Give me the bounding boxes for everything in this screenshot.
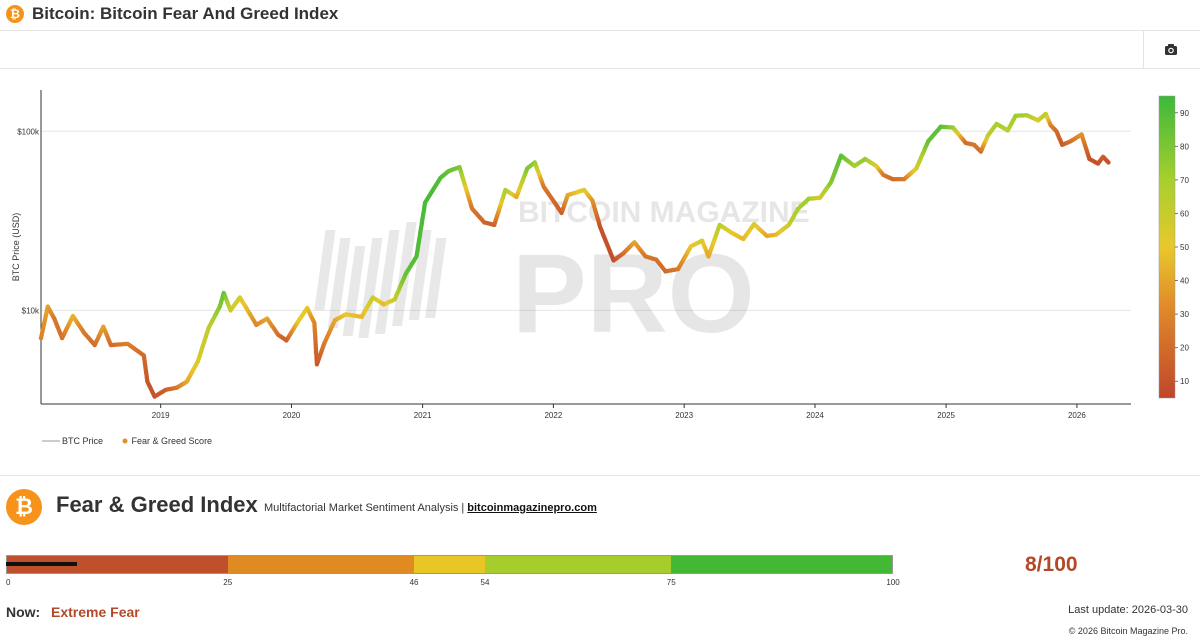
gauge-score-marker [6, 562, 77, 566]
colorbar-tick-label: 20 [1180, 344, 1189, 353]
section-divider [0, 475, 1200, 476]
y-tick-label: $100k [17, 127, 40, 136]
colorbar-tick-label: 40 [1180, 277, 1189, 286]
subtitle-text: Multifactorial Market Sentiment Analysis [264, 502, 459, 514]
chart-toolbar [0, 30, 1200, 69]
gauge-segment [414, 556, 485, 573]
legend-item-btc-price[interactable]: BTC Price [40, 436, 103, 446]
x-tick-label: 2025 [937, 411, 955, 420]
x-tick-label: 2020 [283, 411, 301, 420]
legend-line-swatch [42, 440, 60, 442]
y-tick-label: $10k [22, 306, 40, 315]
gauge-segment [7, 556, 229, 573]
gridlines [41, 130, 1131, 311]
chart-legend: BTC Price Fear & Greed Score [40, 436, 226, 447]
colorbar-tick-label: 60 [1180, 209, 1189, 218]
x-tick-label: 2021 [414, 411, 432, 420]
copyright: © 2026 Bitcoin Magazine Pro. [1068, 626, 1188, 636]
gauge-tick-label: 54 [480, 578, 490, 587]
bitcoin-logo-icon: ₿ [6, 489, 42, 525]
fear-greed-title: Fear & Greed Index [56, 492, 258, 517]
fear-greed-subtitle: Multifactorial Market Sentiment Analysis… [264, 502, 597, 514]
legend-label: BTC Price [62, 436, 104, 446]
colorbar-tick-label: 50 [1180, 243, 1189, 252]
bitcoin-icon: ₿ [6, 5, 24, 23]
colorbar-tick-label: 30 [1180, 310, 1189, 319]
toolbar-divider [1143, 30, 1144, 68]
gauge-tick-label: 75 [666, 578, 676, 587]
legend-dot-swatch [122, 438, 128, 444]
fear-greed-point [1106, 160, 1111, 165]
gauge-segment [670, 556, 892, 573]
now-label: Now: [6, 604, 41, 620]
gauge-tick-label: 25 [223, 578, 233, 587]
gauge-tick-label: 0 [6, 578, 11, 587]
x-tick-label: 2023 [675, 411, 693, 420]
subtitle-separator: | [461, 502, 465, 514]
gauge-tick-label: 100 [886, 578, 900, 587]
camera-icon[interactable] [1160, 40, 1182, 60]
y-axis-label: BTC Price (USD) [11, 213, 21, 282]
x-tick-label: 2019 [152, 411, 170, 420]
last-update: Last update: 2026-03-30 [1068, 604, 1188, 616]
title-bar [0, 0, 1200, 31]
gauge-tick-label: 46 [409, 578, 419, 587]
page-title: Bitcoin: Bitcoin Fear And Greed Index [32, 4, 339, 23]
legend-item-fear-greed[interactable]: Fear & Greed Score [120, 436, 213, 446]
x-tick-label: 2026 [1068, 411, 1086, 420]
x-tick-label: 2024 [806, 411, 824, 420]
score-value: 8/100 [1025, 553, 1078, 576]
legend-label: Fear & Greed Score [131, 436, 213, 446]
x-tick-label: 2022 [544, 411, 562, 420]
fear-greed-dots [38, 111, 1111, 399]
colorbar-tick-label: 70 [1180, 176, 1189, 185]
axes: $10k $100k 2019 2020 2021 2022 2023 2024 2025 202… [17, 90, 1131, 420]
gauge-segment [228, 556, 415, 573]
gauge-segment [484, 556, 671, 573]
watermark: BITCOIN MAGAZINE PRO [314, 196, 810, 356]
colorbar-tick-label: 80 [1180, 142, 1189, 151]
colorbar-tick-label: 90 [1180, 109, 1189, 118]
site-link[interactable]: bitcoinmagazinepro.com [467, 502, 597, 514]
watermark-text-bottom: PRO [512, 231, 755, 356]
sentiment-status: Extreme Fear [51, 604, 140, 620]
sentiment-gauge [6, 555, 893, 574]
colorbar-tick-label: 10 [1180, 377, 1189, 386]
colorbar: 10 20 30 40 50 60 70 80 90 [1158, 95, 1189, 399]
